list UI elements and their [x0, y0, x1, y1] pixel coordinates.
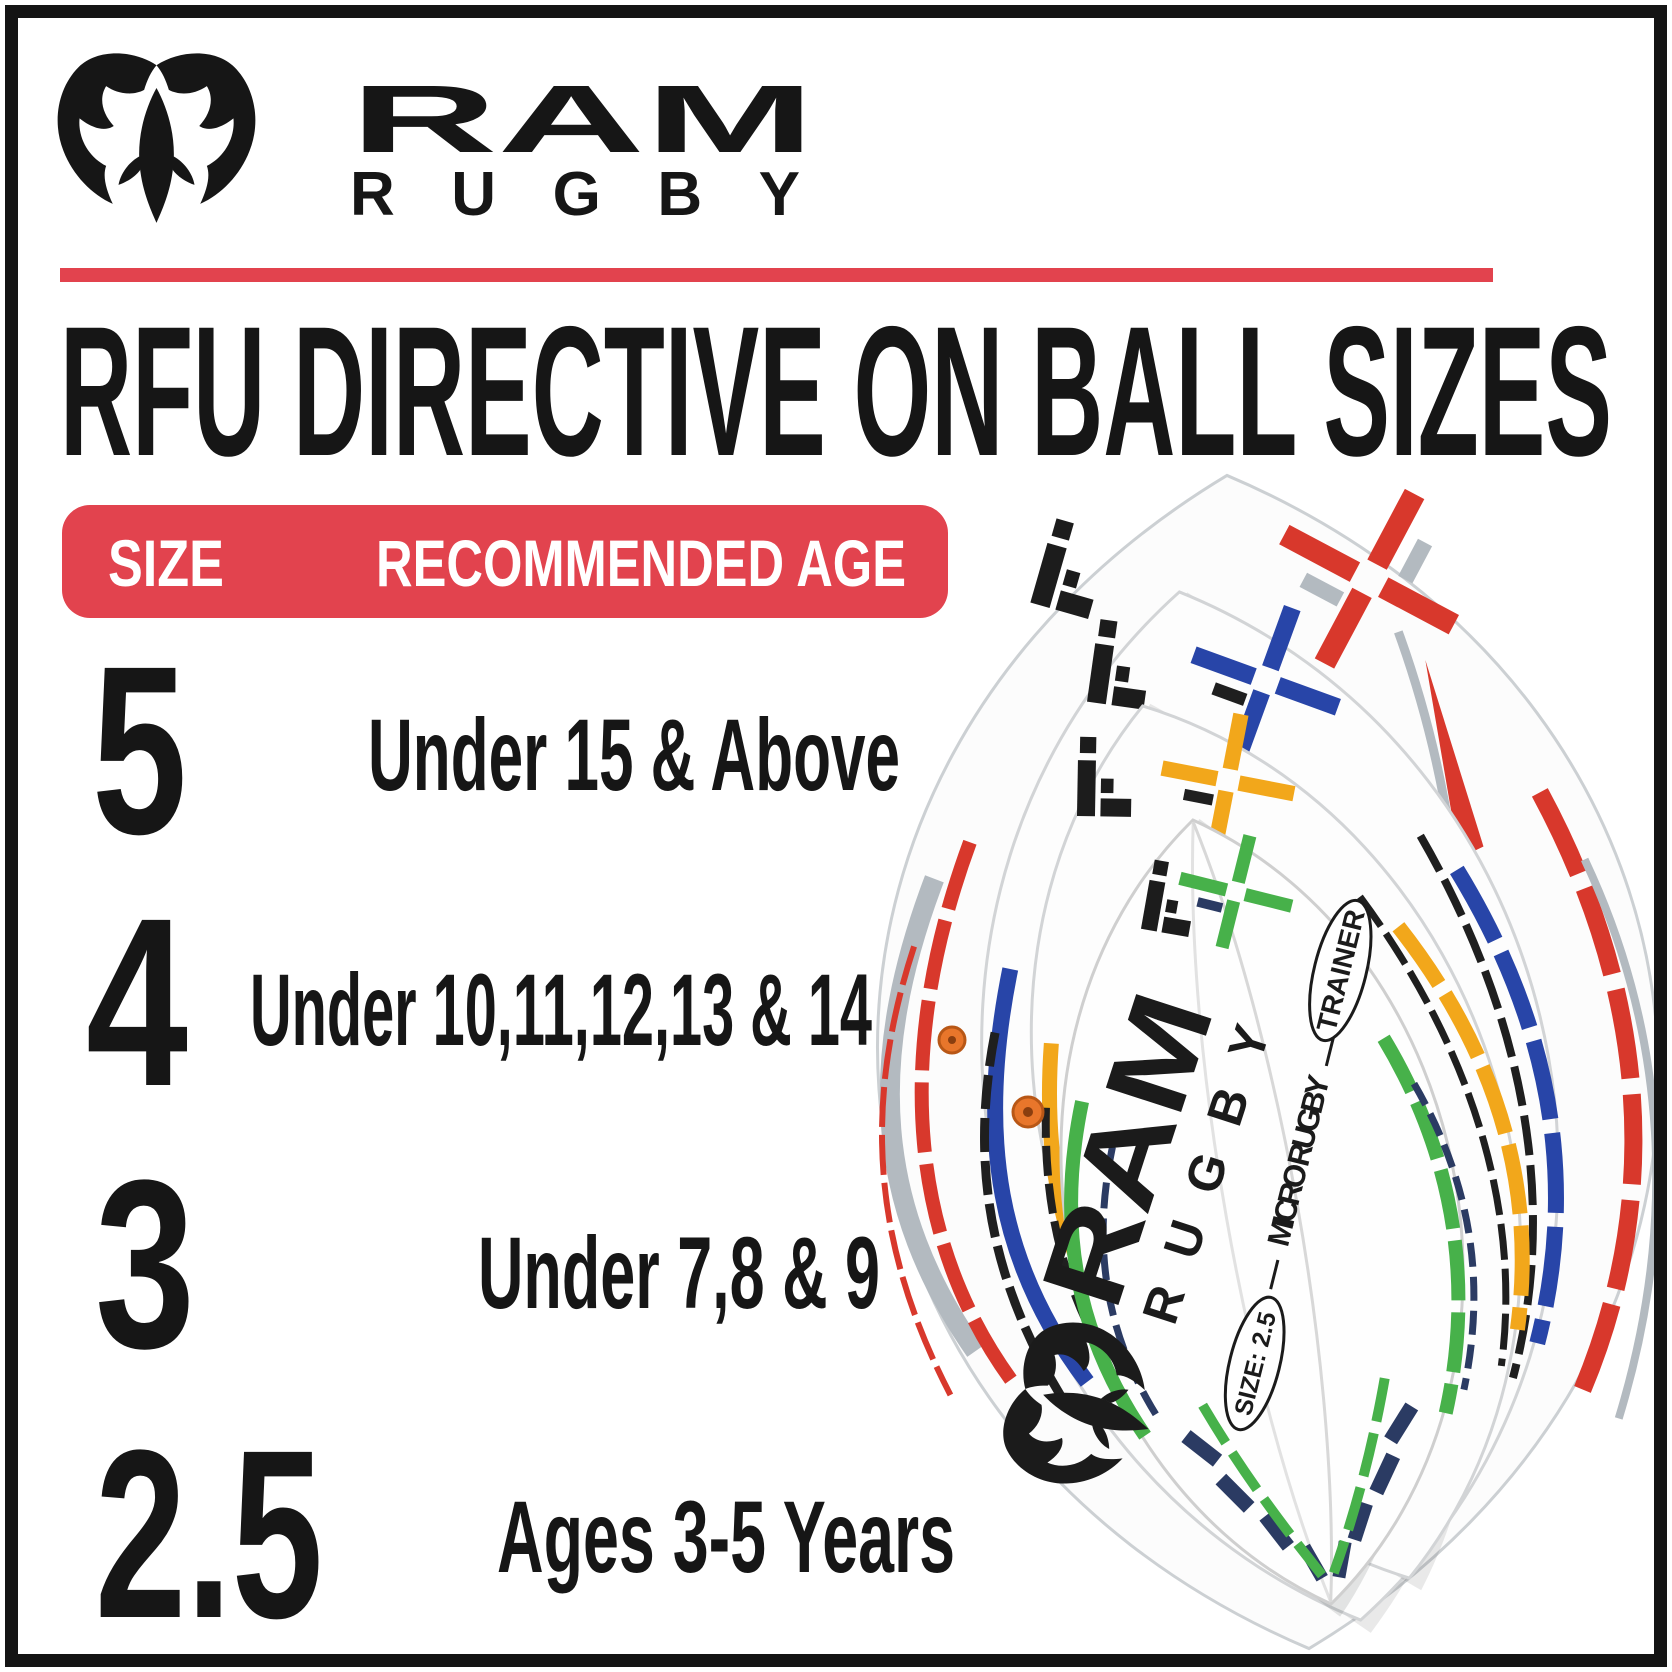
size-value: 3 [95, 1130, 195, 1398]
table-header-bar [62, 505, 948, 618]
table-row: 4 Under 10,11,12,13 & 14 [86, 868, 872, 1136]
column-header-age: RECOMMENDED AGE [376, 526, 906, 600]
age-value: Under 15 & Above [368, 698, 900, 812]
page-border-frame [5, 5, 1667, 1667]
age-value: Under 10,11,12,13 & 14 [250, 953, 872, 1067]
table-row: 3 Under 7,8 & 9 [95, 1130, 880, 1398]
valve-icon [1011, 1095, 1045, 1129]
trainer-badge-oval [1308, 898, 1373, 1043]
red-divider-line [60, 268, 1493, 282]
table-header: SIZE RECOMMENDED AGE [62, 505, 948, 618]
valve-icon [937, 1025, 967, 1055]
table-rows: 5 Under 15 & Above 4 Under 10,11,12,13 &… [86, 616, 955, 1668]
size-badge-oval [1223, 1295, 1286, 1432]
brand-name: RAM [350, 66, 815, 173]
size-value: 4 [86, 868, 188, 1136]
column-header-size: SIZE [108, 526, 224, 600]
age-value: Ages 3-5 Years [497, 1480, 955, 1594]
table-row: 2.5 Ages 3-5 Years [95, 1400, 955, 1668]
page-title: RFU DIRECTIVE ON BALL SIZES [60, 289, 1612, 495]
size-value: 2.5 [95, 1400, 323, 1668]
age-value: Under 7,8 & 9 [478, 1216, 880, 1330]
brand-logo: RAM RUGBY [58, 53, 815, 229]
table-row: 5 Under 15 & Above [92, 616, 900, 884]
size-value: 5 [92, 616, 187, 884]
ram-head-icon [58, 53, 256, 223]
rugby-balls-image: RAM RUGBY SIZE: 2.5 MICRO RUGBY TRAINER [876, 448, 1661, 1651]
